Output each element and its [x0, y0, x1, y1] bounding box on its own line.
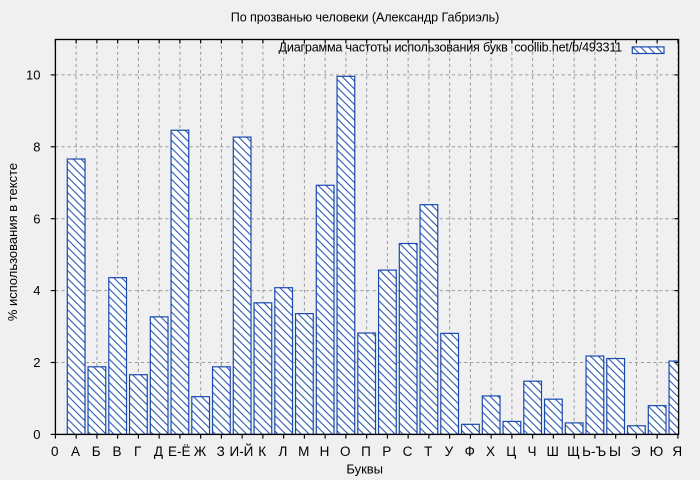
svg-text:Г: Г — [134, 444, 142, 459]
svg-text:Б: Б — [92, 444, 101, 459]
svg-text:% использования в тексте: % использования в тексте — [5, 163, 20, 321]
svg-text:М: М — [298, 444, 309, 459]
svg-text:Буквы: Буквы — [346, 462, 383, 477]
svg-text:Н: Н — [320, 444, 330, 459]
svg-text:Диаграмма частоты использовани: Диаграмма частоты использования букв coo… — [279, 40, 623, 54]
svg-text:Ц: Ц — [506, 444, 516, 459]
svg-text:Т: Т — [424, 444, 432, 459]
svg-text:4: 4 — [33, 283, 40, 298]
svg-text:О: О — [340, 444, 351, 459]
svg-text:0: 0 — [51, 444, 59, 459]
svg-text:Ш: Ш — [547, 444, 559, 459]
svg-text:6: 6 — [33, 211, 40, 226]
svg-text:В: В — [112, 444, 121, 459]
svg-text:0: 0 — [33, 427, 40, 442]
svg-text:Ю: Ю — [650, 444, 664, 459]
svg-text:У: У — [445, 444, 454, 459]
svg-text:Ф: Ф — [465, 444, 475, 459]
svg-text:Х: Х — [486, 444, 495, 459]
svg-text:Я: Я — [672, 444, 682, 459]
svg-text:А: А — [71, 444, 80, 459]
svg-text:И-Й: И-Й — [229, 444, 253, 459]
svg-text:По прозванью человеки (Алексан: По прозванью человеки (Александр Габриэл… — [231, 11, 499, 25]
svg-text:8: 8 — [33, 139, 40, 154]
svg-text:С: С — [403, 444, 413, 459]
svg-text:Е-Ё: Е-Ё — [168, 444, 191, 459]
svg-text:Д: Д — [154, 444, 163, 459]
svg-text:10: 10 — [26, 68, 40, 83]
svg-text:Э: Э — [631, 444, 641, 459]
svg-text:2: 2 — [33, 355, 40, 370]
svg-text:П: П — [361, 444, 371, 459]
svg-text:К: К — [258, 444, 266, 459]
svg-text:Щ: Щ — [567, 444, 580, 459]
svg-text:Ь-Ъ: Ь-Ъ — [582, 444, 606, 459]
svg-text:З: З — [217, 444, 225, 459]
svg-text:Л: Л — [279, 444, 288, 459]
svg-text:Ы: Ы — [609, 444, 621, 459]
svg-text:Ч: Ч — [527, 444, 536, 459]
svg-text:Р: Р — [382, 444, 391, 459]
svg-text:Ж: Ж — [194, 444, 207, 459]
